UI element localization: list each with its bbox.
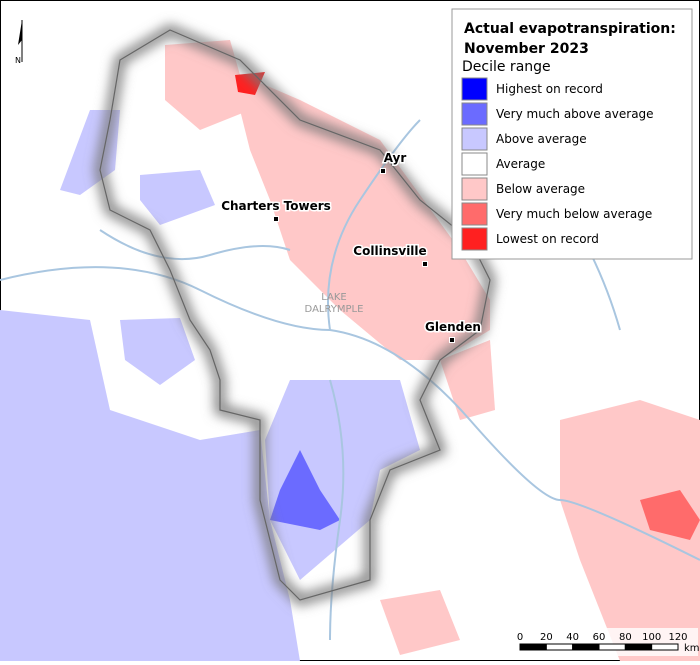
place-marker — [380, 168, 386, 174]
lake-text: LAKE — [321, 292, 347, 303]
legend-heading: Decile range — [462, 59, 551, 75]
scale-segment — [545, 643, 574, 651]
places: Ayr Charters Towers Collinsville Glenden — [220, 150, 482, 343]
legend-swatch — [461, 227, 488, 251]
legend-swatch — [461, 177, 488, 201]
legend-subtitle: November 2023 — [464, 41, 589, 57]
place-label: Collinsville — [353, 244, 426, 258]
lake-text: DALRYMPLE — [305, 304, 364, 315]
legend-label: Lowest on record — [496, 232, 599, 246]
legend-swatch — [461, 102, 488, 126]
place-marker — [422, 261, 428, 267]
place-marker — [449, 337, 455, 343]
scale-label: 0 — [517, 632, 523, 643]
legend-label: Average — [496, 157, 545, 171]
legend-box — [451, 8, 693, 260]
scale-label: 80 — [619, 632, 632, 643]
legend-label: Highest on record — [496, 82, 603, 96]
legend-label: Above average — [496, 132, 587, 146]
scale-segment — [651, 643, 679, 651]
legend: Actual evapotranspiration: November 2023… — [451, 8, 693, 260]
scale-segment — [519, 643, 547, 651]
legend-label: Very much above average — [496, 107, 654, 121]
place-label: Glenden — [425, 320, 481, 334]
legend-swatch — [461, 152, 488, 176]
legend-title: Actual evapotranspiration: — [464, 21, 676, 37]
scale-label: 40 — [566, 632, 579, 643]
legend-swatch — [461, 202, 488, 226]
scale-label: 60 — [593, 632, 606, 643]
scale-label: 20 — [540, 632, 553, 643]
legend-label: Very much below average — [496, 207, 652, 221]
place-label: Ayr — [384, 151, 407, 165]
scale-backdrop — [512, 628, 698, 656]
scale-segment — [624, 643, 653, 651]
north-label: N — [15, 56, 21, 65]
place-label: Charters Towers — [221, 199, 331, 213]
scale-unit: km — [684, 643, 700, 654]
scale-label: 100 — [642, 632, 661, 643]
scale-segment — [572, 643, 600, 651]
legend-label: Below average — [496, 182, 585, 196]
legend-swatch — [461, 127, 488, 151]
scale-segment — [598, 643, 626, 651]
scale-label: 120 — [668, 632, 687, 643]
catchment — [94, 24, 496, 606]
place-marker — [273, 216, 279, 222]
legend-swatch — [461, 77, 488, 101]
regions — [0, 40, 700, 661]
north-arrow: N — [15, 20, 23, 65]
